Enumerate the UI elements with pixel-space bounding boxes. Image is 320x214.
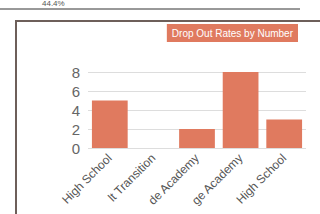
svg-text:0: 0 bbox=[72, 140, 80, 157]
svg-text:Drop Out Rates by Number: Drop Out Rates by Number bbox=[172, 28, 294, 39]
svg-text:lt Transition: lt Transition bbox=[105, 151, 159, 205]
svg-text:44.4%: 44.4% bbox=[42, 0, 65, 8]
svg-text:High School: High School bbox=[59, 151, 115, 207]
svg-text:4: 4 bbox=[72, 102, 80, 119]
svg-text:de Academy: de Academy bbox=[145, 151, 202, 208]
svg-text:6: 6 bbox=[72, 83, 80, 100]
svg-text:ge Academy: ge Academy bbox=[189, 151, 246, 208]
svg-text:High School: High School bbox=[234, 151, 290, 207]
svg-text:2: 2 bbox=[72, 121, 80, 138]
svg-text:8: 8 bbox=[72, 64, 80, 81]
